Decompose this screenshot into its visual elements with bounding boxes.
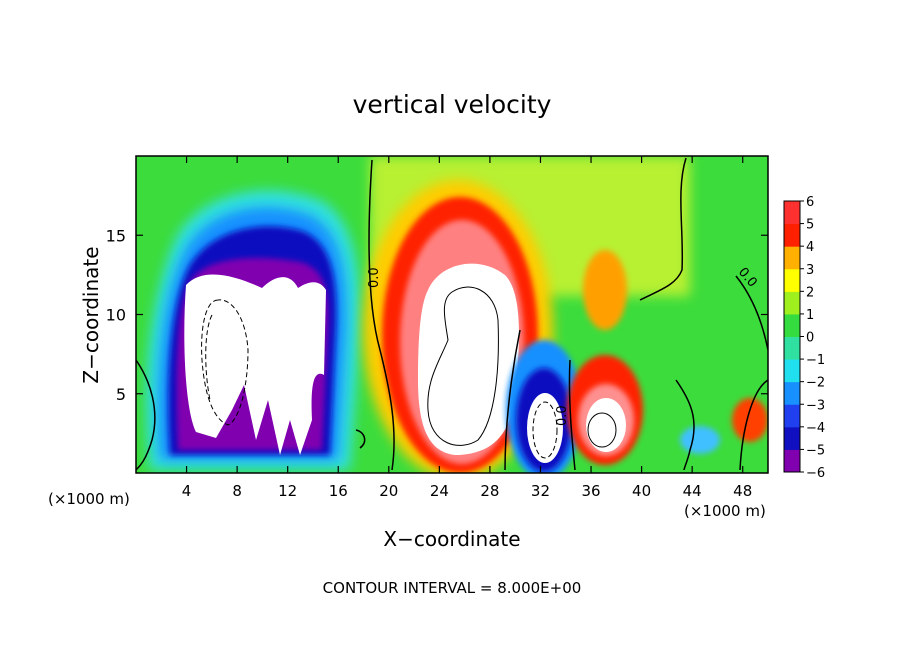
updraft-core	[418, 263, 520, 455]
chart-title: vertical velocity	[353, 90, 552, 119]
colorbar-band	[784, 336, 800, 349]
colorbar-band	[784, 370, 800, 383]
colorbar-label: −2	[806, 376, 825, 391]
colorbar-band	[784, 223, 800, 236]
y-tick-label: 15	[106, 226, 126, 245]
downdraft-core	[184, 274, 326, 455]
colorbar-label: 0	[806, 331, 814, 346]
colorbar-band	[784, 460, 800, 473]
edge-downdraft	[680, 426, 720, 454]
x-tick-label: 40	[632, 482, 651, 500]
x-unit-left: (×1000 m)	[48, 490, 130, 508]
colorbar-label: 2	[806, 285, 814, 300]
colorbar-band	[784, 381, 800, 394]
colorbar-band	[784, 302, 800, 315]
x-tick-label: 32	[531, 482, 550, 500]
y-tick-label: 5	[116, 385, 126, 404]
colorbar-band	[784, 246, 800, 258]
colorbar-band	[784, 234, 800, 247]
positive-contour	[427, 286, 499, 446]
y-axis-title: Z−coordinate	[79, 246, 103, 383]
colorbar-band	[784, 313, 800, 326]
contour-label-a: 0.0	[367, 267, 382, 288]
colorbar-band	[784, 347, 800, 360]
colorbar-label: −4	[806, 421, 825, 436]
colorbar-band	[784, 212, 800, 225]
minor-updraft	[567, 250, 643, 465]
colorbar-label: 5	[806, 218, 814, 233]
colorbar-band	[784, 404, 800, 417]
x-axis: 4 8 12 16 20 24 28 32 36 40 44 48	[182, 156, 752, 500]
colorbar-band	[784, 426, 800, 439]
colorbar-band	[784, 325, 800, 337]
contour-label-b: 0.0	[555, 405, 570, 426]
colorbar-band	[784, 415, 800, 428]
edge-updraft	[732, 398, 768, 442]
x-tick-label: 20	[379, 482, 398, 500]
colorbar-band	[784, 359, 800, 371]
x-tick-label: 24	[430, 482, 449, 500]
y-tick-label: 10	[106, 306, 126, 325]
colorbar-label: −3	[806, 398, 825, 413]
colorbar-band	[784, 257, 800, 270]
colorbar-label: 3	[806, 263, 814, 278]
colorbar-label: 4	[806, 240, 814, 255]
x-tick-label: 16	[329, 482, 348, 500]
x-axis-title: X−coordinate	[383, 527, 520, 551]
colorbar-band	[784, 201, 800, 213]
x-tick-label: 4	[182, 482, 192, 500]
minor-downdraft	[506, 340, 582, 473]
negative-contour	[201, 299, 249, 426]
main-updraft	[363, 180, 553, 473]
colorbar: 6 5 4 3 2 1 0 −1 −2 −3 −4 −5 −6	[783, 195, 825, 481]
colorbar-band	[784, 268, 800, 281]
colorbar-label: −5	[806, 443, 825, 458]
colorbar-label: 1	[806, 308, 814, 323]
colorbar-band	[784, 392, 800, 405]
colorbar-band	[784, 438, 800, 450]
downdraft-region	[146, 190, 361, 471]
zero-contours	[136, 157, 768, 471]
x-unit-right: (×1000 m)	[684, 502, 766, 520]
x-tick-label: 44	[683, 482, 702, 500]
colorbar-band	[784, 449, 800, 462]
colorbar-band	[784, 280, 800, 292]
x-tick-label: 36	[581, 482, 600, 500]
x-tick-label: 8	[232, 482, 242, 500]
y-axis: 5 10 15	[106, 226, 768, 404]
x-tick-label: 48	[733, 482, 752, 500]
colorbar-label: −1	[806, 353, 825, 368]
x-tick-label: 12	[278, 482, 297, 500]
colorbar-label: 6	[806, 195, 814, 210]
contour-interval-note: CONTOUR INTERVAL = 8.000E+00	[323, 579, 582, 597]
colorbar-label: −6	[806, 466, 825, 481]
colorbar-band	[784, 291, 800, 304]
x-tick-label: 28	[480, 482, 499, 500]
velocity-field: 0.0 0.0 0.0	[136, 156, 768, 473]
